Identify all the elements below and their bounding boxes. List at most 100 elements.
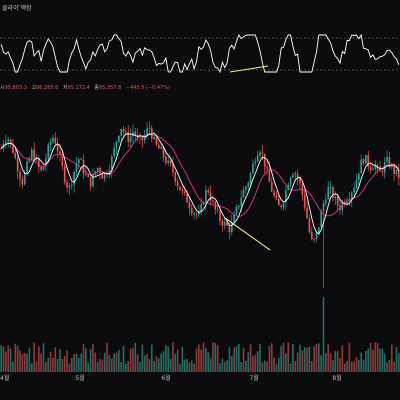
candle-body (143, 135, 146, 141)
volume-bar (129, 348, 132, 372)
candle-body (35, 158, 38, 160)
volume-bar (245, 360, 247, 372)
candle-body (52, 137, 54, 143)
volume-bar (70, 358, 73, 372)
volume-bar (146, 353, 148, 372)
volume-bar (294, 360, 297, 372)
volume-bar (318, 343, 320, 372)
volume-bar (252, 355, 254, 372)
volume-bar (212, 342, 214, 372)
candle-body (12, 144, 14, 153)
candle-body (61, 154, 64, 166)
volume-bar (101, 359, 104, 372)
candle-body (49, 142, 52, 145)
candle-body (372, 168, 374, 171)
volume-bar (223, 361, 226, 372)
volume-bar (320, 355, 322, 372)
candle-body (89, 177, 92, 187)
volume-bar (266, 361, 268, 372)
volume-bar (259, 344, 261, 372)
volume-bar (200, 349, 202, 372)
candle-body (113, 147, 115, 157)
volume-bar (285, 353, 287, 372)
volume-bar (26, 353, 28, 372)
candle-body (19, 171, 21, 180)
candle-body (66, 182, 68, 188)
volume-bar (219, 363, 221, 372)
candle-body (350, 192, 353, 200)
candle-body (348, 199, 351, 202)
volume-bar (99, 359, 101, 372)
candle-body (353, 188, 355, 193)
candle-body (202, 203, 205, 205)
volume-bar (5, 351, 7, 372)
candle-body (146, 128, 148, 136)
volume-bar (75, 353, 78, 372)
volume-bar (153, 360, 155, 372)
candle-body (212, 200, 214, 202)
volume-bar (7, 345, 10, 372)
volume-bar (296, 352, 299, 372)
candle-body (118, 135, 120, 142)
candle-body (374, 165, 377, 169)
candle-body (56, 143, 59, 152)
volume-bar (186, 358, 188, 372)
divergence-line-osc (229, 65, 269, 73)
candle-body (21, 179, 24, 185)
volume-bar (165, 345, 167, 372)
volume-bar (87, 362, 90, 372)
volume-bar (263, 360, 266, 372)
volume-bar (143, 355, 146, 372)
volume-bar (226, 360, 228, 372)
volume-bar (80, 353, 82, 372)
volume-bar (110, 358, 113, 372)
volume-bar (61, 358, 64, 372)
volume-bar (167, 346, 170, 372)
volume-bar (350, 361, 353, 372)
volume-bar (148, 359, 151, 372)
ohlc-change-value: −445.5 (−0.47%) (125, 85, 170, 91)
volume-bar (30, 363, 33, 372)
x-tick-label: 5월 (75, 374, 84, 382)
volume-bar (49, 352, 52, 372)
volume-bar (35, 361, 38, 372)
candle-body (376, 165, 379, 167)
volume-bar (358, 359, 360, 372)
volume-bar (120, 362, 122, 372)
volume-bar (122, 345, 125, 372)
candle-body (322, 203, 325, 212)
volume-bar (150, 344, 153, 372)
volume-bar (23, 353, 26, 372)
x-tick-label: 4월 (0, 374, 9, 382)
volume-bar (282, 342, 285, 372)
candle-body (190, 208, 193, 214)
volume-bar (325, 352, 327, 372)
volume-bar (254, 354, 257, 372)
volume-bar (134, 343, 137, 372)
volume-bar (42, 343, 45, 372)
candle-body (167, 160, 170, 163)
candle-body (280, 205, 282, 208)
candle-body (150, 128, 153, 139)
volume-bar (256, 351, 259, 372)
candle-body (341, 202, 344, 211)
candle-body (14, 152, 17, 159)
volume-bar (379, 348, 381, 372)
volume-bar (9, 348, 12, 372)
volume-bar (12, 361, 14, 372)
candle-body (63, 165, 66, 183)
candle-body (122, 128, 125, 132)
volume-bar (106, 342, 108, 372)
candle-body (242, 189, 245, 198)
volume-bar (367, 348, 370, 372)
candle-body (120, 128, 122, 136)
candle-body (395, 169, 398, 174)
candle-body (318, 227, 320, 233)
candle-body (28, 158, 31, 162)
volume-bar (45, 361, 47, 372)
candle-body (292, 174, 294, 178)
volume-bar (33, 342, 35, 372)
candle-body (193, 213, 195, 215)
ohlc-low-value: 95,172.4 (67, 85, 90, 91)
